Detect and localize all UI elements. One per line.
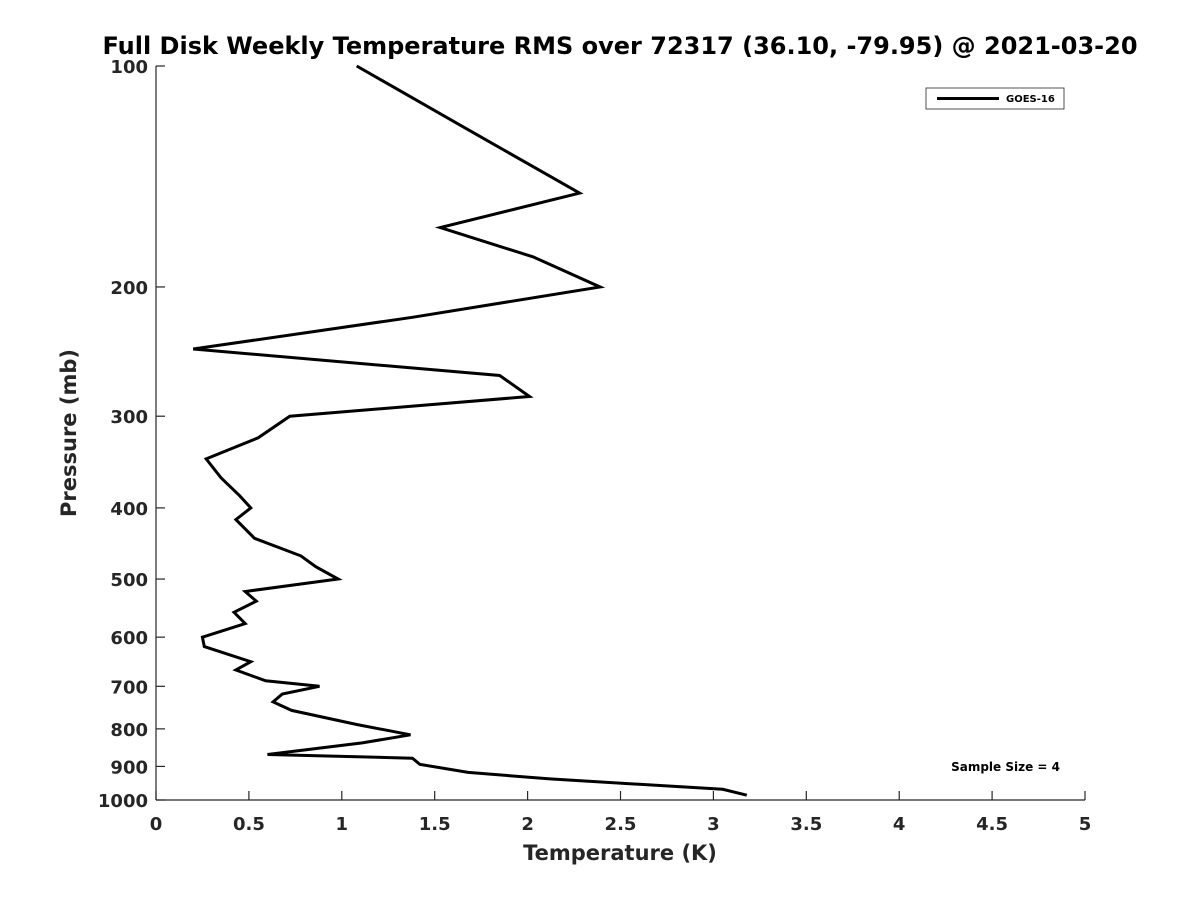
y-tick-label: 1000 xyxy=(98,791,148,812)
x-tick-label: 1 xyxy=(336,814,349,835)
legend: GOES-16 xyxy=(925,87,1065,110)
y-axis-ticks: 100 200 300 400 500 600 700 800 900 1000 xyxy=(98,57,165,812)
x-axis-label: Temperature (K) xyxy=(523,841,717,865)
x-tick-label: 3.5 xyxy=(790,814,822,835)
x-tick-label: 2.5 xyxy=(605,814,637,835)
y-tick-label: 500 xyxy=(110,570,148,591)
y-tick-label: 300 xyxy=(110,407,148,428)
series-layer xyxy=(192,64,748,797)
x-tick-label: 4 xyxy=(893,814,906,835)
y-axis-label: Pressure (mb) xyxy=(57,349,81,517)
y-tick-label: 100 xyxy=(110,57,148,78)
sample-size-annotation: Sample Size = 4 xyxy=(951,760,1060,774)
x-axis-ticks: 0 0.5 1 1.5 2 2.5 3 3.5 4 4.5 5 xyxy=(150,791,1092,835)
x-tick-label: 1.5 xyxy=(419,814,451,835)
x-tick-label: 5 xyxy=(1079,814,1092,835)
y-tick-label: 700 xyxy=(110,677,148,698)
legend-label-goes-16: GOES-16 xyxy=(1006,94,1055,105)
x-tick-label: 3 xyxy=(707,814,720,835)
y-tick-label: 600 xyxy=(110,628,148,649)
series-line-goes-16 xyxy=(192,64,748,797)
x-tick-label: 0.5 xyxy=(233,814,265,835)
y-tick-label: 400 xyxy=(110,499,148,520)
y-tick-label: 200 xyxy=(110,278,148,299)
x-tick-label: 2 xyxy=(521,814,534,835)
x-tick-label: 4.5 xyxy=(976,814,1008,835)
x-tick-label: 0 xyxy=(150,814,163,835)
y-tick-label: 900 xyxy=(110,757,148,778)
y-tick-label: 800 xyxy=(110,720,148,741)
chart-title: Full Disk Weekly Temperature RMS over 72… xyxy=(102,32,1137,60)
